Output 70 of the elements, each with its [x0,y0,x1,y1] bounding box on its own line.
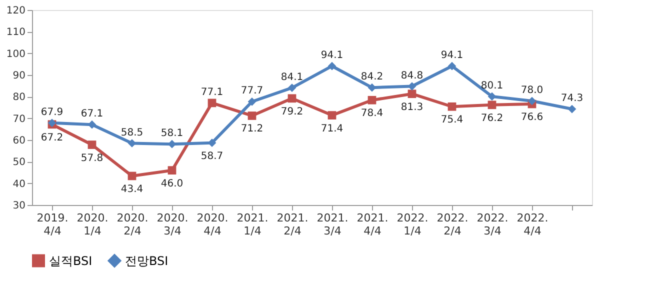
y-tick-label: 90 [12,70,26,82]
y-tick-label: 110 [6,27,26,38]
x-tick-label: 2022. 3/4 [476,212,508,238]
data-label: 67.1 [80,108,104,120]
point [488,92,496,101]
point [88,140,96,149]
point [288,94,296,103]
data-label: 58.7 [200,150,224,162]
data-label: 58.5 [120,127,144,138]
y-tick-label: 80 [12,92,26,104]
y-tick-label: 40 [12,178,26,190]
data-label: 80.1 [480,80,504,92]
y-tick-label: 50 [12,157,26,168]
data-label: 57.8 [80,152,104,164]
x-tick-label: 2022. 2/4 [436,212,468,238]
point [368,96,376,104]
x-tick-label: 2019. 4/4 [36,212,68,238]
point [408,90,416,98]
x-tick-label: 2022. 1/4 [396,212,428,238]
point [128,172,136,180]
point [248,112,256,120]
data-label: 75.4 [440,114,464,126]
data-label: 76.2 [480,112,504,124]
point [208,98,216,108]
y-tick-label: 100 [6,48,26,60]
x-tick-label: 2021. 1/4 [236,212,268,238]
data-label: 67.9 [40,106,64,118]
data-label: 94.1 [320,50,344,62]
x-tick-label: 2021. 3/4 [316,212,348,238]
data-label: 77.1 [200,86,224,98]
y-tick-label: 30 [12,200,26,212]
y-tick-label: 60 [12,136,26,146]
data-label: 78.0 [520,85,544,96]
data-label: 71.2 [240,124,264,135]
point [168,166,176,175]
data-label: 84.2 [360,72,384,83]
legend-label: 실적BSI [49,254,92,268]
data-label: 81.3 [400,102,424,113]
point [528,96,536,106]
point [248,97,256,106]
data-label: 71.4 [320,123,344,134]
data-label: 67.2 [40,132,64,144]
point [328,62,336,70]
data-label: 77.7 [240,86,264,97]
data-label: 74.3 [560,93,584,104]
data-label: 78.4 [360,108,384,120]
data-label: 46.0 [160,178,184,190]
y-tick-label: 120 [6,6,26,16]
data-label: 79.2 [280,106,304,118]
x-tick-label: 2021. 2/4 [276,212,308,238]
data-label: 43.4 [120,184,144,195]
x-tick-label: 2021. 4/4 [356,212,388,238]
point [448,102,456,111]
data-label: 84.8 [400,70,424,82]
point [288,84,296,92]
data-label: 94.1 [440,50,464,62]
x-tick-label: 2022. 4/4 [516,212,548,238]
data-label: 58.1 [160,128,184,140]
x-tick-label: 2020. 4/4 [196,212,228,238]
point [448,62,456,70]
x-tick-label: 2020. 1/4 [76,212,108,238]
legend-label: 전망BSI [125,254,168,268]
point [488,100,496,110]
data-label: 84.1 [280,72,304,83]
point [568,104,576,114]
x-tick-label: 2020. 2/4 [116,212,148,238]
x-tick-label: 2020. 3/4 [156,212,188,238]
y-tick-label: 70 [12,114,26,125]
data-label: 76.6 [520,112,544,124]
point [328,111,336,120]
